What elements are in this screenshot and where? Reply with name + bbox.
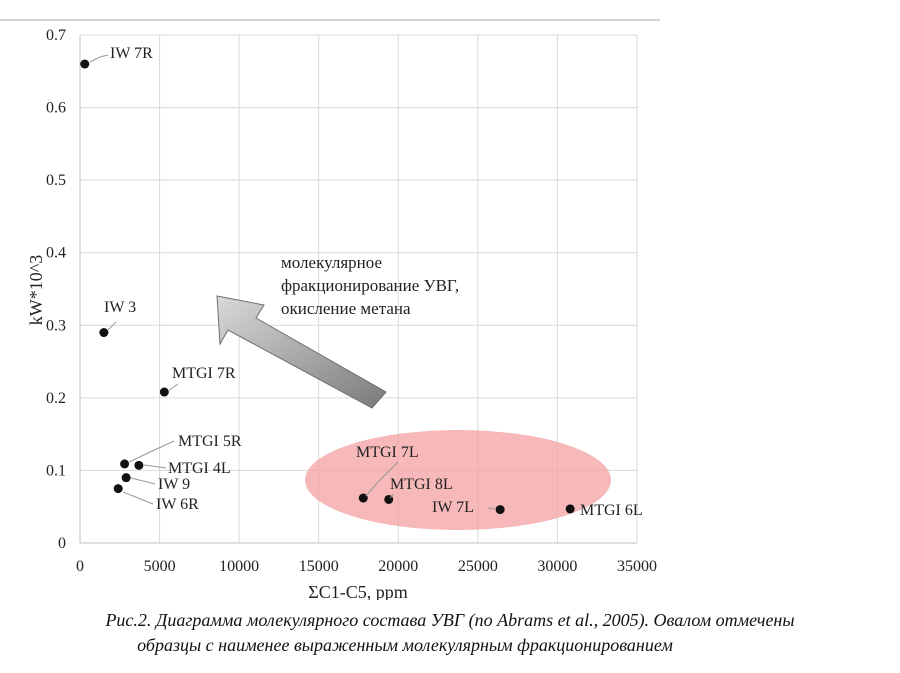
x-tick-label: 30000 bbox=[537, 558, 577, 575]
x-axis-label: ΣC1-C5, ppm bbox=[308, 582, 407, 600]
x-tick-label: 35000 bbox=[617, 558, 657, 575]
leader-line bbox=[365, 461, 399, 497]
annotation-text: молекулярное фракционирование УВГ, окислен… bbox=[281, 253, 459, 318]
leader-line bbox=[122, 491, 154, 505]
data-points bbox=[80, 59, 575, 515]
figure-caption-line-1: Рис.2. Диаграмма молекулярного состава У… bbox=[105, 610, 795, 630]
y-tick-label: 0 bbox=[58, 535, 66, 552]
point-label: MTGI 6L bbox=[580, 502, 643, 519]
x-tick-label: 10000 bbox=[219, 558, 259, 575]
data-point bbox=[159, 387, 169, 397]
y-tick-label: 0.1 bbox=[46, 462, 66, 479]
point-label: IW 7L bbox=[432, 499, 474, 516]
data-point bbox=[120, 459, 130, 469]
highlight-ellipse-group bbox=[305, 430, 611, 530]
y-tick-label: 0.7 bbox=[46, 27, 66, 44]
x-tick-label: 20000 bbox=[378, 558, 418, 575]
y-tick-label: 0.4 bbox=[46, 245, 66, 262]
point-label: IW 3 bbox=[104, 299, 136, 316]
point-label: MTGI 7L bbox=[356, 444, 419, 461]
point-label: IW 9 bbox=[158, 476, 190, 493]
y-axis-label: kW*10^3 bbox=[26, 255, 46, 325]
leader-line bbox=[167, 383, 179, 392]
leader-line bbox=[107, 321, 117, 331]
y-tick-label: 0.3 bbox=[46, 317, 66, 334]
data-point bbox=[565, 504, 575, 514]
x-tick-label: 15000 bbox=[299, 558, 339, 575]
point-label: MTGI 4L bbox=[168, 460, 231, 477]
data-point bbox=[121, 473, 131, 483]
annotation-line: молекулярное bbox=[281, 253, 382, 272]
data-point bbox=[134, 460, 144, 470]
point-label: IW 6R bbox=[156, 496, 199, 513]
leader-line bbox=[389, 493, 395, 499]
data-point bbox=[99, 328, 109, 338]
leader-line bbox=[487, 507, 497, 510]
leader-line bbox=[143, 464, 167, 469]
leader-line bbox=[128, 440, 175, 463]
x-tick-label: 5000 bbox=[144, 558, 176, 575]
point-label: MTGI 8L bbox=[390, 476, 453, 493]
leader-line bbox=[89, 54, 109, 63]
data-point bbox=[358, 493, 368, 503]
point-label: MTGI 7R bbox=[172, 365, 236, 382]
figure-caption-line-2: образцы с наименее выраженным молекулярн… bbox=[137, 635, 673, 655]
highlight-ellipse bbox=[305, 430, 611, 530]
point-label: IW 7R bbox=[110, 45, 153, 62]
x-tick-label: 0 bbox=[76, 558, 84, 575]
data-point bbox=[113, 484, 123, 494]
point-label: MTGI 5R bbox=[178, 433, 242, 450]
trend-arrow bbox=[216, 295, 387, 409]
y-tick-label: 0.2 bbox=[46, 390, 66, 407]
annotation-line: окисление метана bbox=[281, 299, 411, 318]
y-tick-label: 0.6 bbox=[46, 100, 66, 117]
y-tick-label: 0.5 bbox=[46, 172, 66, 189]
leader-line bbox=[130, 477, 156, 485]
scatter-chart: 0 0.1 0.2 0.3 0.4 0.5 0.6 0.7 0 5000 10000 15000 200… bbox=[0, 19, 660, 600]
data-point bbox=[495, 505, 505, 515]
x-tick-label: 25000 bbox=[458, 558, 498, 575]
trend-arrow-group bbox=[216, 295, 387, 409]
data-point bbox=[80, 59, 90, 69]
annotation-line: фракционирование УВГ, bbox=[281, 276, 459, 295]
axes: 0 0.1 0.2 0.3 0.4 0.5 0.6 0.7 0 5000 10000 15000 200… bbox=[46, 27, 657, 575]
